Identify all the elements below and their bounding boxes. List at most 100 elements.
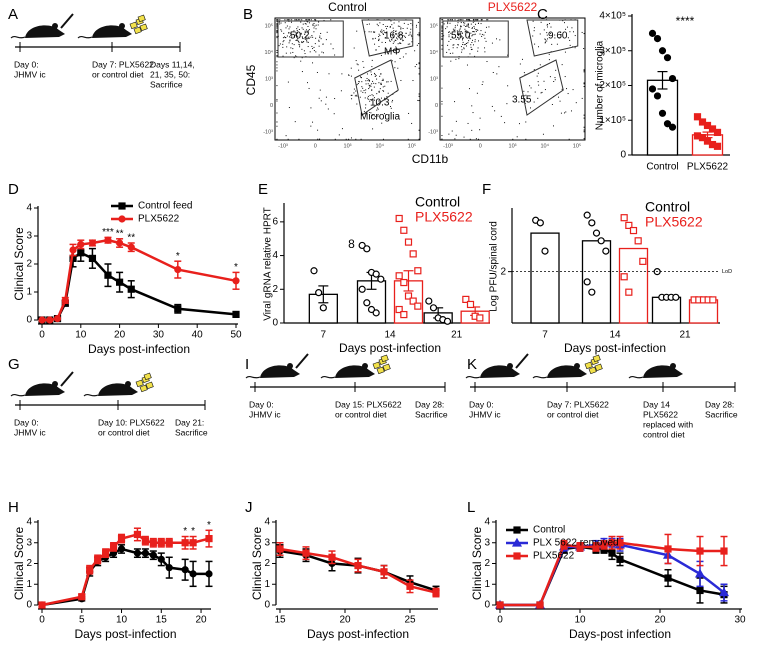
flow-event	[463, 22, 465, 24]
y-tick-label: 0	[484, 600, 490, 611]
flow-event	[307, 21, 309, 23]
x-tick-label: 14	[609, 330, 621, 341]
x-tick-label: 7	[321, 330, 327, 341]
flow-event	[369, 84, 371, 86]
flow-event	[378, 38, 380, 40]
y-tick-label: 0	[264, 600, 270, 611]
flow-event	[382, 78, 384, 80]
flow-event	[290, 21, 292, 23]
flow-event	[330, 43, 332, 45]
gate-label: 9.60	[548, 31, 568, 42]
flow-event	[392, 36, 394, 38]
flow-event	[472, 21, 474, 23]
flow-event	[583, 117, 585, 119]
pellet	[380, 354, 389, 363]
flow-y-tick: 10⁵	[430, 22, 438, 29]
flow-event	[404, 36, 406, 38]
flow-event	[276, 100, 278, 102]
flow-event	[384, 31, 386, 33]
flow-event	[536, 75, 538, 77]
flow-event	[378, 91, 380, 93]
flow-event	[455, 38, 457, 40]
flow-event	[394, 67, 396, 69]
flow-event	[283, 40, 285, 42]
flow-event	[291, 35, 293, 37]
syringe	[295, 353, 309, 369]
marker	[597, 237, 605, 245]
pellet	[139, 23, 148, 32]
flow-event	[407, 23, 409, 25]
marker	[310, 267, 318, 275]
flow-event	[292, 48, 294, 50]
marker	[634, 237, 642, 245]
y-tick-label: 2	[272, 284, 278, 295]
flow-event	[348, 138, 350, 140]
flow-event	[357, 83, 359, 85]
y-tick-label: 4	[26, 203, 32, 214]
flow-event	[564, 51, 566, 53]
flow-event	[472, 44, 474, 46]
flow-event	[334, 138, 336, 140]
flow-event	[380, 54, 382, 56]
mouse-ear	[670, 363, 676, 369]
marker	[663, 120, 672, 128]
flow-event	[519, 63, 521, 65]
flow-y-label: CD45	[244, 64, 258, 95]
flow-event	[558, 37, 560, 39]
flow-event	[477, 19, 479, 21]
flow-event	[447, 44, 449, 46]
marker	[380, 568, 388, 576]
flow-event	[289, 19, 291, 21]
marker	[414, 267, 422, 275]
flow-event	[318, 97, 320, 99]
flow-event	[351, 94, 353, 96]
flow-event	[378, 36, 380, 38]
flow-event	[386, 81, 388, 83]
y-tick-label: 0	[26, 600, 32, 611]
flow-event	[525, 94, 527, 96]
flow-event	[385, 32, 387, 34]
flow-event	[572, 31, 574, 33]
flow-event	[369, 100, 371, 102]
flow-event	[583, 69, 585, 71]
x-tick-label: 30	[153, 330, 165, 341]
y-axis-label: Clinical Score	[12, 526, 26, 600]
y-axis-label: Clinical Score	[470, 526, 484, 600]
flow-event	[389, 40, 391, 42]
flow-event	[471, 27, 473, 29]
flow-event	[355, 90, 357, 92]
flow-event	[480, 23, 482, 25]
flow-event	[406, 27, 408, 29]
flow-event	[456, 30, 458, 32]
flow-event	[373, 72, 375, 74]
flow-event	[322, 52, 324, 54]
flow-event	[398, 21, 400, 23]
flow-event	[473, 25, 475, 27]
flow-event	[418, 67, 420, 69]
annotation: ****	[676, 14, 695, 28]
flow-event	[466, 19, 468, 21]
flow-event	[291, 43, 293, 45]
timeline-label: Sacrifice	[415, 409, 448, 419]
marker	[639, 257, 647, 265]
flow-event	[276, 70, 278, 72]
timeline-label: Day 0:	[14, 59, 39, 69]
flow-event	[466, 64, 468, 66]
flow-event	[373, 97, 375, 99]
flow-event	[415, 24, 417, 26]
flow-event	[441, 48, 443, 50]
flow-event	[461, 39, 463, 41]
flow-event	[516, 136, 518, 138]
flow-event	[450, 32, 452, 34]
flow-event	[457, 19, 459, 21]
flow-event	[469, 38, 471, 40]
flow-event	[447, 19, 449, 21]
flow-event	[289, 39, 291, 41]
flow-event	[548, 59, 550, 61]
mouse-ear	[362, 363, 368, 369]
flow-event	[470, 49, 472, 51]
flow-event	[441, 29, 443, 31]
flow-event	[491, 105, 493, 107]
flow-event	[475, 138, 477, 140]
marker	[77, 249, 85, 257]
